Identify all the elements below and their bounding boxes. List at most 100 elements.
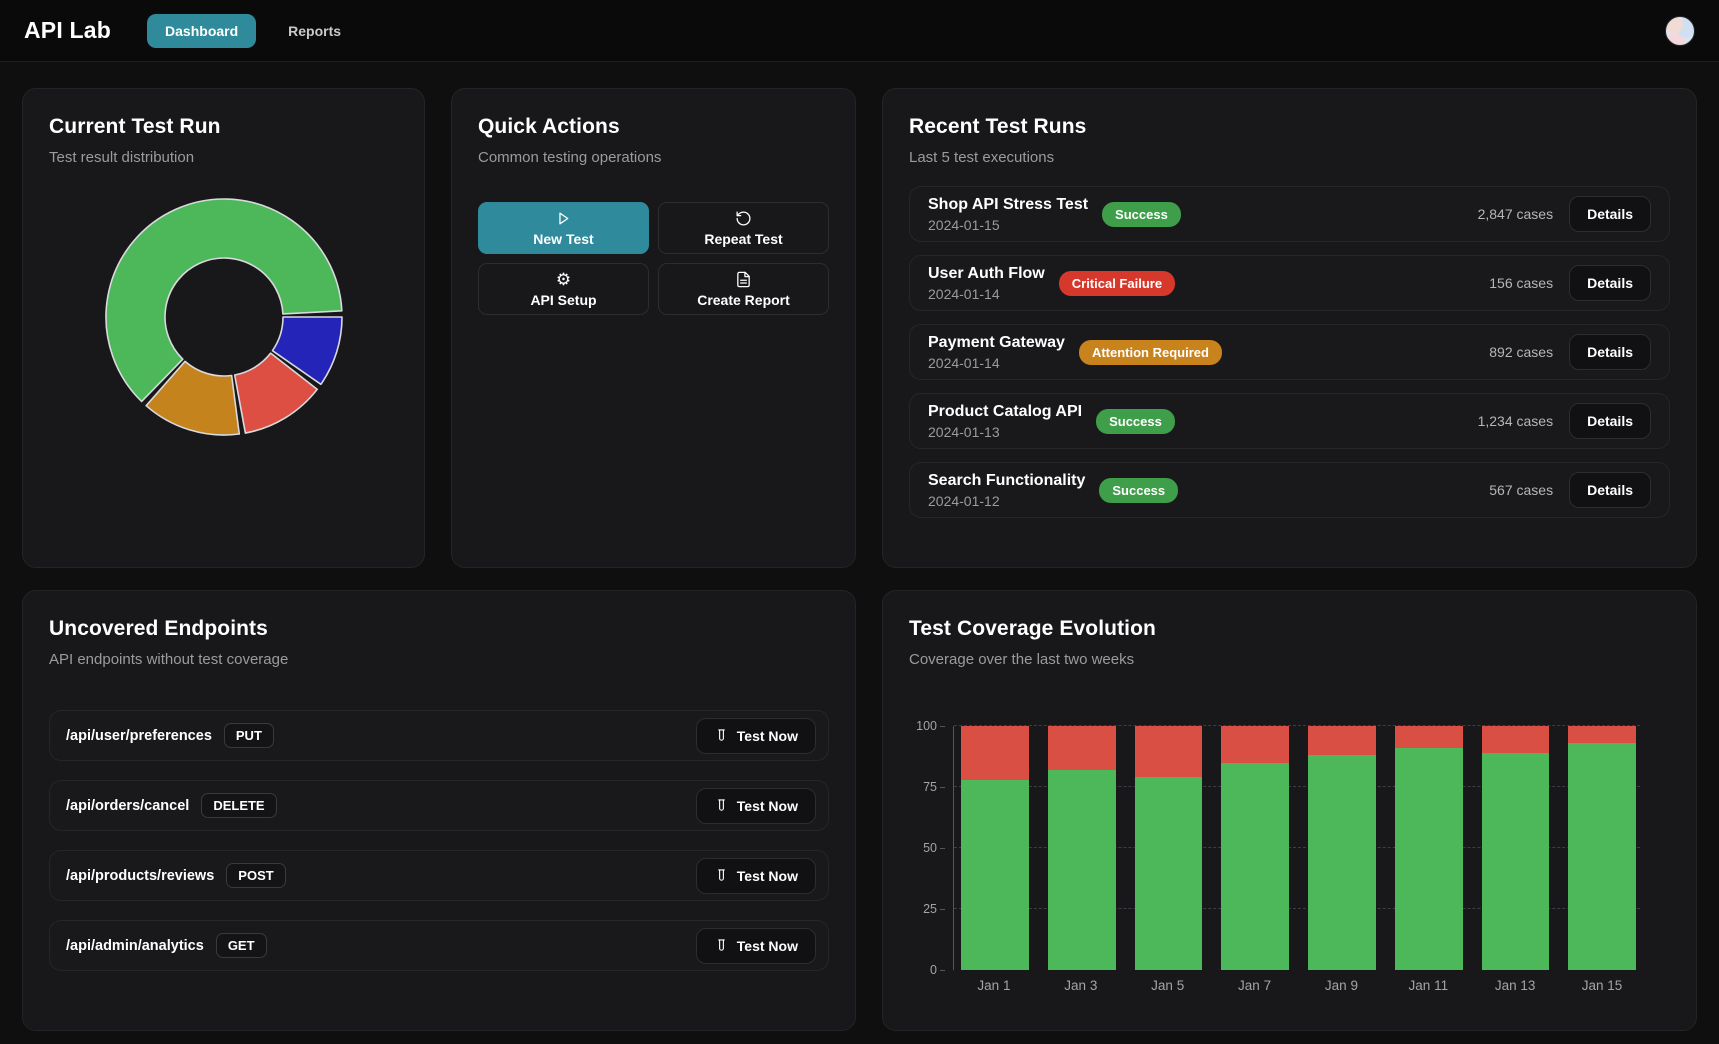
x-tick-label: Jan 13 <box>1494 978 1536 993</box>
test-tube-icon <box>714 938 729 953</box>
details-button[interactable]: Details <box>1569 403 1651 439</box>
bars-container <box>954 726 1640 970</box>
donut-segment-red <box>233 352 318 434</box>
gear-glyph: ⚙︎ <box>555 269 572 289</box>
run-name-date: Search Functionality 2024-01-12 <box>928 471 1085 509</box>
tab-dashboard[interactable]: Dashboard <box>147 13 257 48</box>
donut-segment-blue <box>271 316 343 386</box>
details-button[interactable]: Details <box>1569 472 1651 508</box>
uncovered-segment <box>961 726 1029 780</box>
endpoint-row: /api/products/reviews POST Test Now <box>49 850 829 901</box>
y-tick-label: 100 <box>916 719 945 733</box>
stacked-bar-jan-9 <box>1308 726 1376 970</box>
test-now-button[interactable]: Test Now <box>695 717 816 754</box>
chart-plot-area <box>953 725 1640 970</box>
document-icon <box>735 271 752 288</box>
uncovered-endpoints-card: Uncovered Endpoints API endpoints withou… <box>22 590 856 1031</box>
run-date: 2024-01-15 <box>928 217 1000 233</box>
card-subtitle: Common testing operations <box>478 149 662 166</box>
test-run-row: Payment Gateway 2024-01-14 Attention Requi… <box>909 324 1670 380</box>
run-info: User Auth Flow 2024-01-14 Critical Failure <box>928 264 1489 302</box>
run-name: User Auth Flow <box>928 265 1045 282</box>
covered-segment <box>961 779 1029 970</box>
test-now-label: Test Now <box>736 937 798 954</box>
y-tick-label: 0 <box>930 963 945 977</box>
card-title: Recent Test Runs <box>909 115 1087 138</box>
endpoint-row: /api/user/preferences PUT Test Now <box>49 710 829 761</box>
card-subtitle: Test result distribution <box>49 149 195 166</box>
covered-segment <box>1568 743 1636 970</box>
test-now-button[interactable]: Test Now <box>695 787 816 824</box>
covered-segment <box>1134 777 1203 970</box>
gear-icon: ⚙︎ <box>555 271 572 288</box>
endpoint-path: /api/products/reviews <box>66 867 215 884</box>
test-now-button[interactable]: Test Now <box>695 927 816 964</box>
test-run-row: Product Catalog API 2024-01-13 Success 1,23… <box>909 393 1670 449</box>
stacked-bar-jan-1 <box>961 726 1029 970</box>
y-tick-label: 50 <box>923 841 945 855</box>
new-test-button[interactable]: New Test <box>478 202 649 254</box>
endpoint-info: /api/orders/cancel DELETE <box>66 793 696 818</box>
create-report-button[interactable]: Create Report <box>658 263 829 315</box>
stacked-bar-jan-7 <box>1221 726 1289 970</box>
uncovered-endpoints-list: /api/user/preferences PUT Test Now/api/ord… <box>49 710 829 971</box>
stacked-bar-jan-13 <box>1481 726 1550 970</box>
details-button[interactable]: Details <box>1569 265 1651 301</box>
endpoint-info: /api/user/preferences PUT <box>66 723 696 748</box>
quick-action-label: New Test <box>533 230 594 247</box>
donut-segment-green <box>104 198 343 403</box>
x-tick-label: Jan 7 <box>1238 978 1272 993</box>
gridline <box>954 725 1640 726</box>
test-result-donut-chart <box>49 196 398 438</box>
x-tick-label: Jan 9 <box>1324 978 1358 993</box>
coverage-stacked-bar-chart: 0 25 50 75 100 Jan 1 Jan 3 Jan 5 Jan 7 Jan 9 Jan … <box>909 719 1670 993</box>
card-subtitle: API endpoints without test coverage <box>49 651 289 668</box>
covered-segment <box>1481 752 1550 970</box>
run-name: Shop API Stress Test <box>928 196 1089 213</box>
quick-actions-grid: New Test Repeat Test ⚙︎ API Setup Create Rep… <box>478 202 829 315</box>
test-run-row: User Auth Flow 2024-01-14 Critical Failure… <box>909 255 1670 311</box>
status-badge: Success <box>1096 408 1175 434</box>
user-avatar[interactable] <box>1665 15 1695 46</box>
api-setup-button[interactable]: ⚙︎ API Setup <box>478 263 649 315</box>
test-tube-icon <box>714 728 729 743</box>
donut-svg <box>104 198 343 436</box>
status-badge: Success <box>1102 201 1181 227</box>
details-button[interactable]: Details <box>1569 196 1651 232</box>
nav-tabs: Dashboard Reports <box>147 13 1665 48</box>
stacked-bar-jan-3 <box>1047 726 1116 970</box>
case-count: 2,847 cases <box>1477 206 1554 222</box>
endpoint-path: /api/user/preferences <box>66 727 212 744</box>
repeat-test-button[interactable]: Repeat Test <box>658 202 829 254</box>
stacked-bar-jan-5 <box>1134 726 1203 970</box>
uncovered-segment <box>1394 726 1463 748</box>
gridline <box>954 847 1640 848</box>
details-button[interactable]: Details <box>1569 334 1651 370</box>
endpoint-info: /api/admin/analytics GET <box>66 933 696 958</box>
endpoint-row: /api/admin/analytics GET Test Now <box>49 920 829 971</box>
run-info: Shop API Stress Test 2024-01-15 Success <box>928 195 1478 233</box>
case-count: 567 cases <box>1489 482 1554 498</box>
quick-actions-card: Quick Actions Common testing operations … <box>451 88 856 568</box>
test-now-button[interactable]: Test Now <box>695 857 816 894</box>
http-method-badge: DELETE <box>201 793 277 818</box>
quick-action-label: Repeat Test <box>704 230 783 247</box>
uncovered-segment <box>1134 726 1203 778</box>
dashboard-grid: Current Test Run Test result distributio… <box>0 62 1719 1031</box>
test-now-label: Test Now <box>736 867 798 884</box>
run-name-date: Payment Gateway 2024-01-14 <box>928 333 1065 371</box>
run-info: Payment Gateway 2024-01-14 Attention Requi… <box>928 333 1489 371</box>
run-info: Product Catalog API 2024-01-13 Success <box>928 402 1478 440</box>
run-date: 2024-01-14 <box>928 355 1000 371</box>
run-name-date: Shop API Stress Test 2024-01-15 <box>928 195 1088 233</box>
case-count: 1,234 cases <box>1477 413 1554 429</box>
tab-reports[interactable]: Reports <box>288 22 342 39</box>
y-tick-label: 75 <box>923 780 945 794</box>
run-date: 2024-01-14 <box>928 286 1000 302</box>
repeat-icon <box>735 210 752 227</box>
test-now-label: Test Now <box>736 727 798 744</box>
test-run-row: Search Functionality 2024-01-12 Success 567… <box>909 462 1670 518</box>
uncovered-segment <box>1221 726 1289 763</box>
run-name-date: User Auth Flow 2024-01-14 <box>928 264 1045 302</box>
run-name: Search Functionality <box>928 472 1086 489</box>
